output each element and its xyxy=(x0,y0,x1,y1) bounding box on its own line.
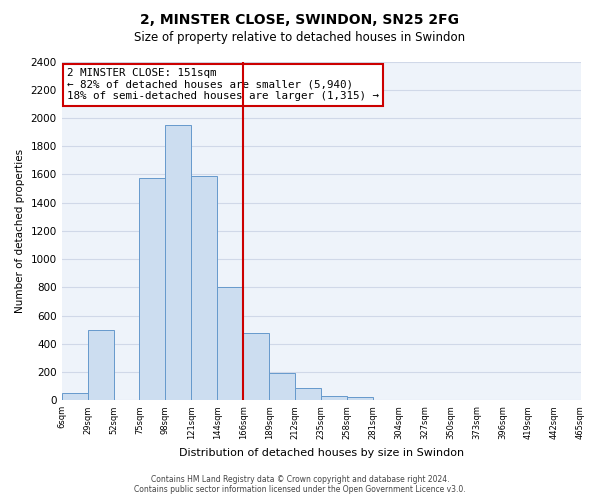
Bar xyxy=(269,374,295,400)
Bar xyxy=(166,125,191,400)
Text: 2, MINSTER CLOSE, SWINDON, SN25 2FG: 2, MINSTER CLOSE, SWINDON, SN25 2FG xyxy=(140,12,460,26)
Bar xyxy=(139,178,166,400)
Bar xyxy=(295,388,321,400)
Bar xyxy=(347,398,373,400)
X-axis label: Distribution of detached houses by size in Swindon: Distribution of detached houses by size … xyxy=(179,448,464,458)
Bar xyxy=(88,330,113,400)
Text: Size of property relative to detached houses in Swindon: Size of property relative to detached ho… xyxy=(134,31,466,44)
Bar xyxy=(243,332,269,400)
Text: 2 MINSTER CLOSE: 151sqm
← 82% of detached houses are smaller (5,940)
18% of semi: 2 MINSTER CLOSE: 151sqm ← 82% of detache… xyxy=(67,68,379,102)
Text: Contains HM Land Registry data © Crown copyright and database right 2024.
Contai: Contains HM Land Registry data © Crown c… xyxy=(134,474,466,494)
Bar xyxy=(217,288,243,401)
Bar xyxy=(321,396,347,400)
Y-axis label: Number of detached properties: Number of detached properties xyxy=(15,149,25,313)
Bar xyxy=(191,176,217,400)
Bar xyxy=(62,392,88,400)
